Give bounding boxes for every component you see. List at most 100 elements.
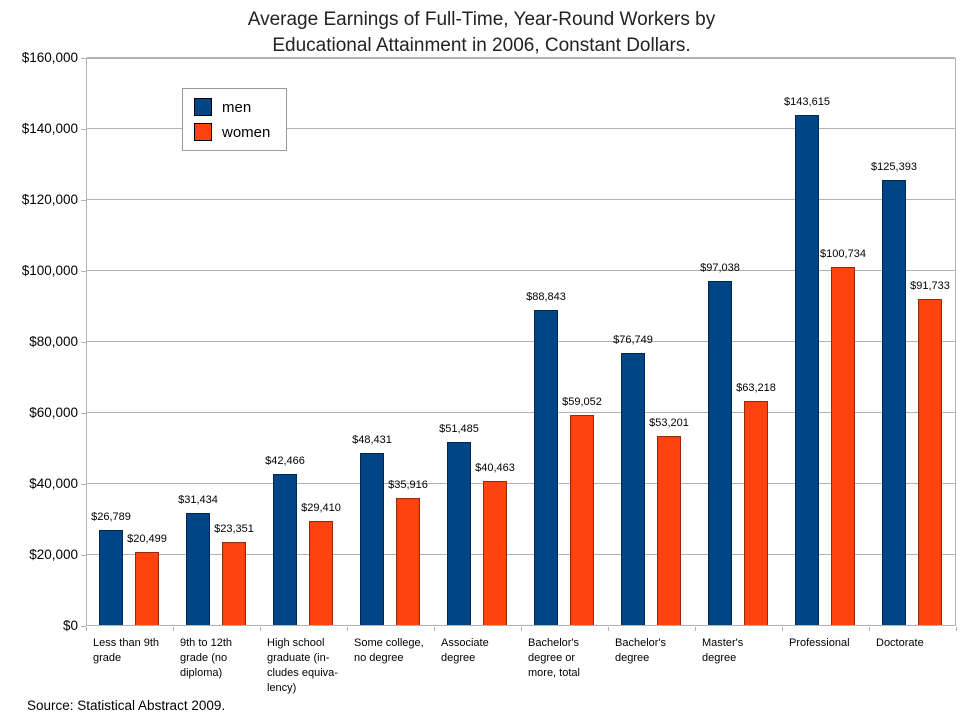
- x-axis-tick: [782, 627, 783, 631]
- bar-women: [396, 497, 420, 625]
- bar-men: [621, 352, 645, 625]
- value-label: $97,038: [700, 261, 740, 274]
- value-label: $143,615: [784, 96, 830, 109]
- legend-label: men: [222, 98, 252, 116]
- category-label-line: Some college,: [354, 637, 424, 649]
- bar-women: [483, 481, 507, 625]
- category-label: Master's degree: [695, 636, 782, 696]
- bar-men: [795, 115, 819, 625]
- value-label: $76,749: [613, 333, 653, 346]
- gridline: [87, 412, 955, 413]
- gridline: [87, 341, 955, 342]
- source-note: Source: Statistical Abstract 2009.: [27, 698, 226, 713]
- value-label: $63,218: [736, 381, 776, 394]
- category-label-line: grade: [93, 652, 122, 664]
- bar-men: [360, 453, 384, 625]
- x-axis-tick: [173, 627, 174, 631]
- x-axis-tick: [260, 627, 261, 631]
- legend: men women: [182, 88, 288, 151]
- category-label-line: no degree: [354, 652, 404, 664]
- bar-women: [831, 267, 855, 625]
- gridline: [87, 270, 955, 271]
- category-label-line: degree: [702, 652, 737, 664]
- category-label-line: Bachelor's: [615, 637, 667, 649]
- gridline: [87, 554, 955, 555]
- category-label-line: Doctorate: [876, 637, 924, 649]
- y-axis-tick-label: $160,000: [21, 50, 78, 65]
- gridline: [87, 128, 955, 129]
- value-label: $35,916: [388, 478, 428, 491]
- value-label: $48,431: [352, 434, 392, 447]
- chart-title-line2: Educational Attainment in 2006, Constant…: [272, 35, 691, 56]
- y-axis-tick: [81, 413, 86, 414]
- category-label: Bachelor's degree or more, total: [521, 636, 608, 696]
- x-axis-tick: [695, 627, 696, 631]
- value-label: $91,733: [910, 280, 950, 293]
- category-label-line: lency): [267, 682, 297, 694]
- legend-item-men: men: [194, 98, 270, 116]
- bar-men: [273, 474, 297, 625]
- plot-area: $26,789 $31,434 $42,466 $48,431 $51,485 $88,8…: [86, 57, 956, 626]
- bar-women: [657, 436, 681, 625]
- category-label: High school graduate (in-cludes equiva-le…: [260, 636, 347, 696]
- category-label-line: graduate (in-: [267, 652, 330, 664]
- y-axis-tick-label: $140,000: [21, 121, 78, 136]
- bar-women: [570, 415, 594, 625]
- legend-swatch-women: [194, 123, 212, 141]
- category-label-line: diploma): [180, 667, 223, 679]
- category-label-line: High school: [267, 637, 325, 649]
- y-axis-tick: [81, 200, 86, 201]
- bar-men: [708, 280, 732, 625]
- y-axis-tick-label: $80,000: [29, 334, 78, 349]
- category-label: Bachelor's degree: [608, 636, 695, 696]
- bar-men: [447, 442, 471, 625]
- bar-men: [534, 309, 558, 625]
- category-label: 9th to 12th grade (no diploma): [173, 636, 260, 696]
- value-label: $26,789: [91, 510, 131, 523]
- value-label: $42,466: [265, 455, 305, 468]
- category-label-line: 9th to 12th: [180, 637, 232, 649]
- y-axis-tick-label: $20,000: [29, 547, 78, 562]
- value-label: $23,351: [214, 523, 254, 536]
- gridline: [87, 57, 955, 58]
- bar-women: [222, 542, 246, 625]
- x-axis-tick: [86, 627, 87, 631]
- value-label: $88,843: [526, 290, 566, 303]
- value-label: $51,485: [439, 423, 479, 436]
- y-axis-tick-label: $120,000: [21, 192, 78, 207]
- y-axis-tick-label: $60,000: [29, 405, 78, 420]
- value-label: $100,734: [820, 248, 866, 261]
- y-axis-tick-label: $40,000: [29, 476, 78, 491]
- bar-men: [882, 179, 906, 625]
- value-label: $40,463: [475, 462, 515, 475]
- bar-men: [99, 529, 123, 625]
- category-label: Professional: [782, 636, 869, 696]
- y-axis-tick-label: $0: [62, 618, 78, 633]
- y-axis-tick-label: $100,000: [21, 263, 78, 278]
- category-label-line: more, total: [528, 667, 580, 679]
- legend-swatch-men: [194, 98, 212, 116]
- category-label-line: Associate: [441, 637, 489, 649]
- x-axis-labels: Less than 9th grade 9th to 12th grade (no di…: [86, 636, 956, 696]
- value-label: $20,499: [127, 533, 167, 546]
- category-label-line: Master's: [702, 637, 744, 649]
- value-label: $31,434: [178, 494, 218, 507]
- category-label-line: Bachelor's: [528, 637, 580, 649]
- x-axis-tick: [956, 627, 957, 631]
- category-label-line: Professional: [789, 637, 850, 649]
- bar-women: [918, 299, 942, 625]
- gridline: [87, 199, 955, 200]
- category-label-line: Less than 9th: [93, 637, 160, 649]
- chart-title: Average Earnings of Full-Time, Year-Roun…: [0, 7, 963, 59]
- category-label-line: degree or: [528, 652, 576, 664]
- y-axis-tick: [81, 271, 86, 272]
- y-axis-tick: [81, 555, 86, 556]
- x-axis-tick: [521, 627, 522, 631]
- category-label-line: cludes equiva-: [267, 667, 338, 679]
- bar-women: [309, 520, 333, 625]
- value-label: $29,410: [301, 501, 341, 514]
- y-axis-tick: [81, 129, 86, 130]
- bar-men: [186, 513, 210, 625]
- bar-women: [135, 552, 159, 625]
- x-axis-tick: [434, 627, 435, 631]
